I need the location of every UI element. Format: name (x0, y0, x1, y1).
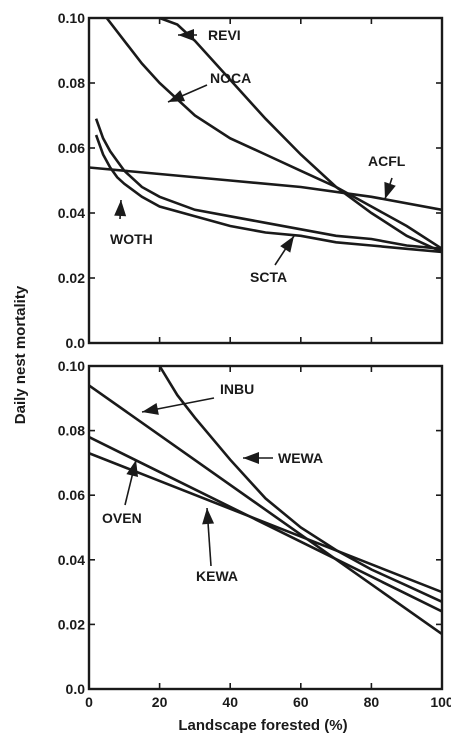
series-noca-arrowhead (168, 90, 186, 102)
top-y-tick-label: 0.08 (58, 75, 85, 91)
bottom-y-tick-label: 0.10 (58, 358, 85, 374)
series-wewa-arrowhead (243, 452, 259, 464)
series-scta-arrowhead (280, 236, 294, 253)
series-line-woth (94, 118, 442, 251)
series-revi-arrowhead (178, 29, 194, 41)
top-y-tick-label: 0.04 (58, 205, 85, 221)
series-line-acfl (89, 166, 442, 212)
series-line-scta (94, 134, 442, 254)
x-tick-label: 100 (430, 694, 451, 710)
series-label-scta: SCTA (250, 269, 287, 285)
x-tick-label: 40 (222, 694, 238, 710)
top-y-tick-label: 0.06 (58, 140, 85, 156)
series-label-woth: WOTH (110, 231, 153, 247)
series-label-wewa: WEWA (278, 450, 323, 466)
x-axis-title: Landscape forested (%) (178, 717, 347, 734)
series-line-inbu (89, 384, 442, 636)
top-panel: 0.0 0.02 0.04 0.06 0.08 0.10 REVI NOCA ACFL WOTH S… (58, 10, 444, 351)
top-y-tick-label: 0.0 (66, 335, 86, 351)
top-y-tick-label: 0.02 (58, 270, 85, 286)
bottom-y-tick-label: 0.08 (58, 423, 85, 439)
series-line-oven (89, 435, 442, 613)
series-line-wewa (158, 366, 442, 603)
series-line-noca (105, 18, 442, 250)
x-tick-label: 20 (152, 694, 168, 710)
series-label-inbu: INBU (220, 381, 254, 397)
top-y-tick-label: 0.10 (58, 10, 85, 26)
series-line-kewa (89, 451, 442, 594)
series-label-kewa: KEWA (196, 568, 238, 584)
series-acfl-arrowhead (384, 181, 396, 199)
series-inbu-arrowhead (142, 403, 159, 415)
x-tick-label: 0 (85, 694, 93, 710)
top-panel-frame (87, 16, 444, 345)
bottom-y-tick-label: 0.0 (66, 681, 86, 697)
series-label-noca: NOCA (210, 70, 251, 86)
x-tick-label: 80 (364, 694, 380, 710)
series-woth-arrowhead (114, 200, 127, 217)
bottom-y-tick-label: 0.06 (58, 487, 85, 503)
bottom-y-tick-label: 0.02 (58, 616, 85, 632)
series-kewa-arrowhead (202, 508, 215, 525)
bottom-y-tick-label: 0.04 (58, 552, 85, 568)
series-label-revi: REVI (208, 27, 241, 43)
y-axis-title: Daily nest mortality (12, 285, 29, 424)
bottom-panel-frame (87, 364, 444, 691)
series-label-oven: OVEN (102, 510, 142, 526)
x-tick-label: 60 (293, 694, 309, 710)
bottom-panel: 0.0 0.02 0.04 0.06 0.08 0.10 0 20 40 60 80 100 INBU W… (58, 358, 451, 710)
series-label-acfl: ACFL (368, 153, 406, 169)
